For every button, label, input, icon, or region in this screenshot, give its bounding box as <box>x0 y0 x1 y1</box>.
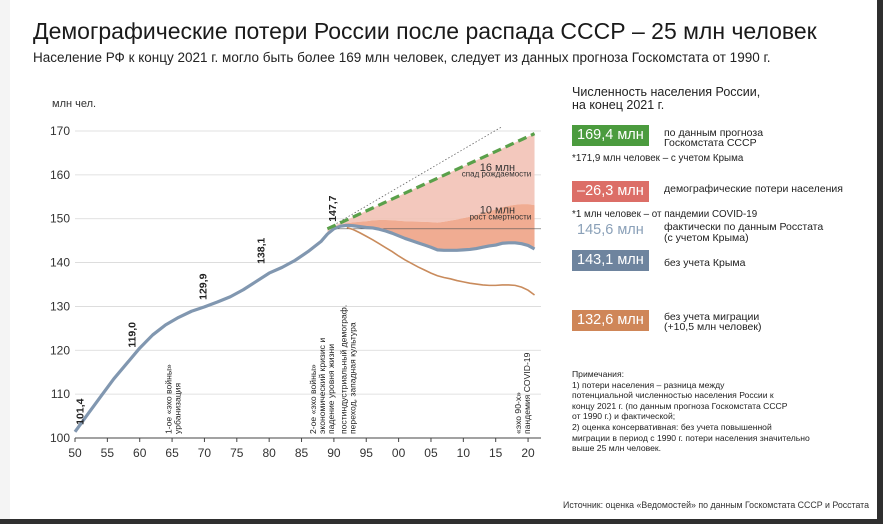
event-annotation-line: постиндустриальный демограф. <box>338 305 348 434</box>
x-tick-label: 10 <box>457 446 471 460</box>
event-annotation-line: экономический кризис и <box>317 338 327 434</box>
point-value-label: 138,1 <box>256 237 268 263</box>
legend-value-badge: –26,3 млн <box>572 181 649 202</box>
legend-header: Численность населения России, на конец 2… <box>572 86 760 112</box>
legend-description: без учета Крыма <box>664 257 746 269</box>
event-annotation-line: урбанизация <box>173 383 183 434</box>
line-without-migration <box>346 226 536 296</box>
notes-line: Примечания: <box>572 369 625 379</box>
event-annotation-line: «эхо 90-х» <box>513 392 523 434</box>
legend-description: фактически по данным Росстата <box>664 221 824 233</box>
x-tick-label: 65 <box>165 446 179 460</box>
right-edge-bar <box>877 0 883 524</box>
x-tick-label: 60 <box>133 446 147 460</box>
notes-line: 2) оценка консервативная: без учета повы… <box>572 421 772 432</box>
event-annotation-line: переход, западная культура <box>347 322 357 434</box>
legend-header-line-1: Численность населения России, <box>572 85 761 99</box>
point-value-label: 101,4 <box>74 398 86 424</box>
notes-line: выше 25 млн человек. <box>572 443 662 454</box>
page-title: Демографические потери России после расп… <box>33 18 817 44</box>
y-tick-label: 150 <box>50 212 70 226</box>
event-annotation-line: пандемия COVID-19 <box>522 352 532 434</box>
x-tick-label: 05 <box>424 446 438 460</box>
x-tick-label: 70 <box>198 446 212 460</box>
area-label-value-birth: 16 млн <box>480 162 515 174</box>
event-annotation-line: 1-ое «эхо войны» <box>164 364 174 434</box>
legend-description: демографические потери населения <box>664 183 843 195</box>
page-subtitle: Население РФ к концу 2021 г. могло быть … <box>33 50 771 65</box>
notes-line: от 1990 г.) и фактической; <box>572 411 676 422</box>
x-tick-label: 95 <box>360 446 374 460</box>
legend-header-line-2: на конец 2021 г. <box>572 98 665 112</box>
point-value-label: 147,7 <box>327 195 339 221</box>
x-tick-label: 75 <box>230 446 244 460</box>
x-tick-label: 20 <box>521 446 535 460</box>
y-tick-label: 110 <box>51 387 70 401</box>
point-value-label: 119,0 <box>126 322 138 348</box>
y-tick-label: 140 <box>50 256 70 270</box>
bottom-edge-bar <box>0 519 883 524</box>
legend-value-badge: 132,6 млн <box>572 310 649 331</box>
notes-block: Примечания: 1) потери населения – разниц… <box>572 369 810 454</box>
area-label-value-mortality: 10 млн <box>480 204 515 216</box>
legend-value-badge: 169,4 млн <box>572 125 649 146</box>
notes-line: потенциальной численностью населения Рос… <box>572 390 774 401</box>
point-value-label: 129,9 <box>197 273 209 299</box>
left-edge-strip <box>0 0 10 524</box>
y-tick-label: 130 <box>50 299 70 313</box>
area-label-name-mortality: рост смертности <box>470 213 532 222</box>
legend-footnote: *1 млн человек – от пандемии COVID-19 <box>572 209 758 220</box>
legend-description: (+10,5 млн человек) <box>664 321 762 333</box>
y-tick-label: 160 <box>50 168 70 182</box>
y-axis-unit-label: млн чел. <box>52 98 97 110</box>
line-actual-population <box>73 223 536 433</box>
notes-line: концу 2021 г. (по данным прогноза Госком… <box>572 400 788 411</box>
y-tick-label: 170 <box>50 124 70 138</box>
line-forecast-goskomstat <box>326 132 536 231</box>
legend-description: (с учетом Крыма) <box>664 232 749 244</box>
trend-extrapolation-line <box>327 126 503 230</box>
area-label-name-birth: спад рождаемости <box>462 170 531 179</box>
legend-footnote: *171,9 млн человек – с учетом Крыма <box>572 153 744 164</box>
y-tick-label: 120 <box>50 343 70 357</box>
legend-description: без учета миграции <box>664 311 760 323</box>
x-tick-label: 15 <box>489 446 503 460</box>
x-tick-label: 80 <box>262 446 276 460</box>
x-tick-label: 90 <box>327 446 341 460</box>
x-tick-label: 50 <box>68 446 82 460</box>
legend-description: Госкомстата СССР <box>664 137 757 149</box>
legend-description: по данным прогноза <box>664 127 764 139</box>
event-annotation-line: 2-ое «эхо войны» <box>308 364 318 434</box>
notes-line: миграции в период с 1990 г. потери насел… <box>572 432 810 443</box>
y-tick-label: 100 <box>50 431 70 445</box>
source-note: Источник: оценка «Ведомостей» по данным … <box>563 500 869 510</box>
area-mortality-growth <box>327 204 535 251</box>
x-tick-label: 85 <box>295 446 309 460</box>
x-tick-label: 00 <box>392 446 406 460</box>
legend-value-badge: 143,1 млн <box>572 250 649 271</box>
notes-line: 1) потери населения – разница между <box>572 379 725 390</box>
legend-value-badge: 145,6 млн <box>572 220 649 241</box>
event-annotation-line: падение уровня жизни <box>326 344 336 434</box>
x-tick-label: 55 <box>101 446 115 460</box>
